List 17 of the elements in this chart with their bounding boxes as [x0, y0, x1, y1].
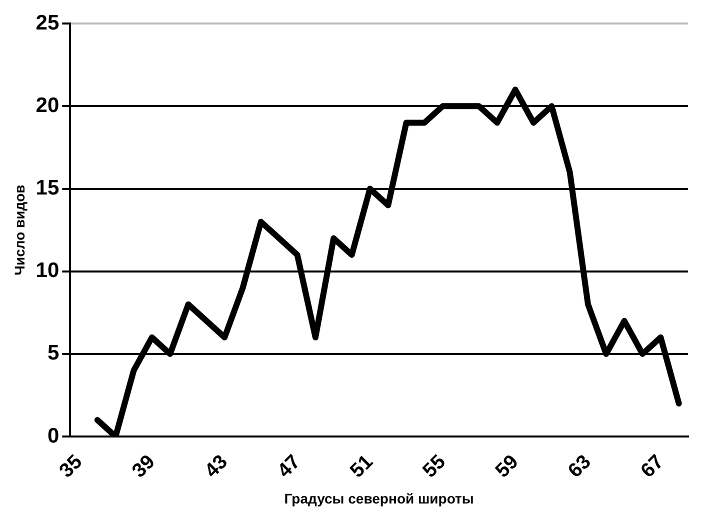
y-tick-label: 0	[47, 424, 60, 448]
x-tick-label: 59	[491, 450, 523, 482]
x-tick-label: 35	[55, 450, 87, 482]
x-tick-label: 47	[273, 450, 305, 482]
x-axis-title: Градусы северной широты	[284, 490, 474, 506]
x-tick-label: 63	[564, 450, 596, 482]
x-tick-label: 51	[346, 450, 378, 482]
y-tick-label: 10	[36, 259, 60, 282]
y-axis-title: Число видов	[11, 184, 28, 276]
x-tick-label: 43	[200, 450, 232, 482]
x-tick-label: 55	[418, 450, 450, 482]
x-tick-label: 67	[636, 450, 668, 482]
x-tick-label: 39	[128, 450, 160, 482]
y-tick-label: 5	[47, 342, 60, 365]
y-tick-label: 25	[36, 11, 60, 34]
y-tick-label: 20	[36, 94, 60, 117]
y-tick-label: 15	[36, 176, 60, 200]
